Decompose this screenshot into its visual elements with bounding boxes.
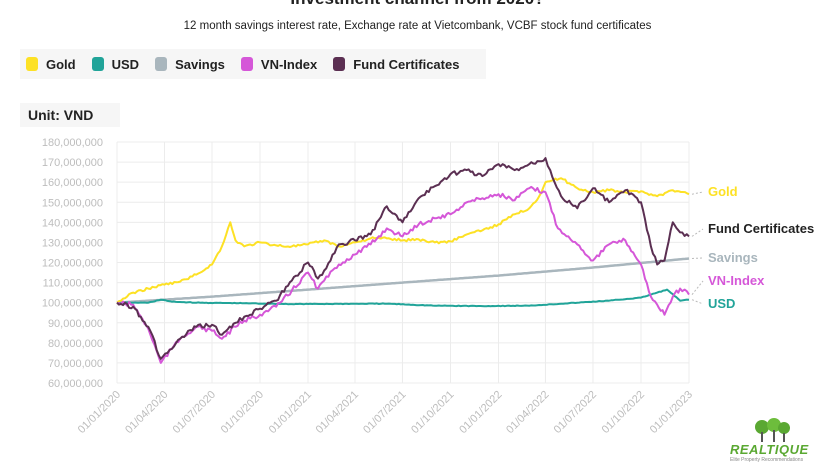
x-tick-label: 01/01/2021 (267, 389, 314, 436)
x-tick-label: 01/07/2022 (552, 389, 599, 436)
end-label-vn-index: VN-Index (708, 273, 765, 288)
x-tick-label: 01/10/2021 (409, 389, 456, 436)
end-label-usd: USD (708, 296, 735, 311)
x-tick-label: 01/01/2022 (457, 389, 504, 436)
y-tick-label: 90,000,000 (48, 318, 103, 330)
y-tick-label: 170,000,000 (42, 157, 103, 169)
legend-item-fund-certificates: Fund Certificates (333, 57, 459, 72)
x-tick-label: 01/01/2020 (76, 389, 123, 436)
y-tick-label: 180,000,000 (42, 137, 103, 149)
series-line-fund-certificates (116, 157, 690, 360)
legend-label: USD (111, 56, 140, 72)
legend-swatch (155, 57, 168, 71)
end-label-connector (691, 280, 704, 295)
legend-item-savings: Savings (155, 57, 225, 72)
x-tick-label: 01/10/2020 (219, 389, 266, 436)
legend-item-gold: Gold (26, 57, 76, 72)
legend-swatch (26, 57, 38, 71)
end-label-connector (691, 191, 704, 195)
realtique-logo: REALTIQUE Elite Property Recommendations (730, 418, 808, 464)
y-tick-label: 150,000,000 (42, 197, 103, 209)
series-line-usd (116, 288, 690, 308)
chart-legend: Gold USD Savings VN-Index Fund Certificates (20, 49, 486, 79)
y-tick-label: 160,000,000 (42, 177, 103, 189)
y-tick-label: 130,000,000 (42, 237, 103, 249)
series-line-savings (116, 257, 690, 304)
tree-logo-icon (755, 418, 790, 442)
y-tick-label: 100,000,000 (42, 298, 103, 310)
logo-tagline: Elite Property Recommendations (730, 457, 804, 463)
legend-item-usd: USD (91, 56, 140, 72)
legend-swatch (240, 57, 253, 71)
x-tick-label: 01/07/2021 (361, 389, 408, 436)
series-lines (116, 157, 690, 364)
y-tick-label: 70,000,000 (48, 358, 103, 370)
legend-label: VN-Index (260, 56, 318, 72)
end-label-fund-certificates: Fund Certificates (708, 221, 814, 236)
legend-label: Savings (175, 56, 225, 72)
end-label-connector (691, 228, 704, 237)
y-tick-label: 80,000,000 (48, 338, 103, 350)
x-tick-label: 01/04/2020 (123, 389, 170, 436)
logo-name: REALTIQUE (730, 442, 809, 457)
y-tick-label: 110,000,000 (43, 278, 103, 290)
x-tick-label: 01/07/2020 (171, 389, 218, 436)
y-tick-label: 120,000,000 (42, 258, 103, 270)
chart-title: Investment channel from 2020? (0, 0, 835, 9)
end-label-connector (691, 299, 704, 305)
series-line-vn-index (116, 185, 690, 364)
end-labels: Gold Fund Certificates Savings VN-Index USD (691, 184, 814, 311)
legend-label: Fund Certificates (353, 56, 460, 72)
x-tick-label: 01/10/2022 (600, 389, 647, 436)
x-tick-label: 01/01/2023 (648, 389, 695, 436)
legend-item-vn-index: VN-Index (240, 56, 318, 72)
x-tick-label: 01/04/2021 (314, 389, 361, 436)
chart-subtitle: 12 month savings interest rate, Exchange… (183, 20, 652, 32)
legend-swatch (91, 57, 104, 71)
legend-label: Gold (46, 56, 76, 72)
unit-label: Unit: VND (20, 103, 120, 127)
x-axis: 01/01/2020 01/04/2020 01/07/2020 01/10/2020… (76, 389, 695, 436)
end-label-gold: Gold (708, 184, 738, 199)
x-tick-label: 01/04/2022 (504, 389, 551, 436)
legend-swatch (333, 57, 346, 71)
series-line-gold (116, 177, 690, 304)
y-tick-label: 60,000,000 (48, 378, 103, 390)
end-label-savings: Savings (708, 250, 758, 265)
y-tick-label: 140,000,000 (42, 217, 103, 229)
y-axis: 60,000,000 70,000,000 80,000,000 90,000,000… (42, 137, 103, 390)
gridlines (116, 141, 690, 384)
